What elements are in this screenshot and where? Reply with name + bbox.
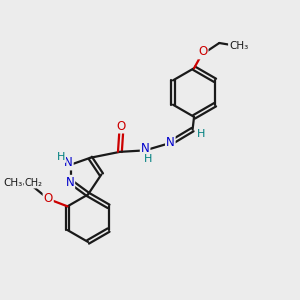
Text: O: O (44, 192, 53, 206)
Text: CH₃: CH₃ (229, 41, 248, 51)
Text: CH₃: CH₃ (3, 178, 22, 188)
Text: O: O (198, 45, 208, 58)
Text: N: N (166, 136, 175, 149)
Text: O: O (117, 119, 126, 133)
Text: N: N (141, 142, 149, 155)
Text: N: N (64, 157, 73, 169)
Text: H: H (144, 154, 152, 164)
Text: H: H (197, 129, 206, 139)
Text: H: H (57, 152, 65, 162)
Text: N: N (65, 176, 74, 189)
Text: CH₂: CH₂ (24, 178, 42, 188)
